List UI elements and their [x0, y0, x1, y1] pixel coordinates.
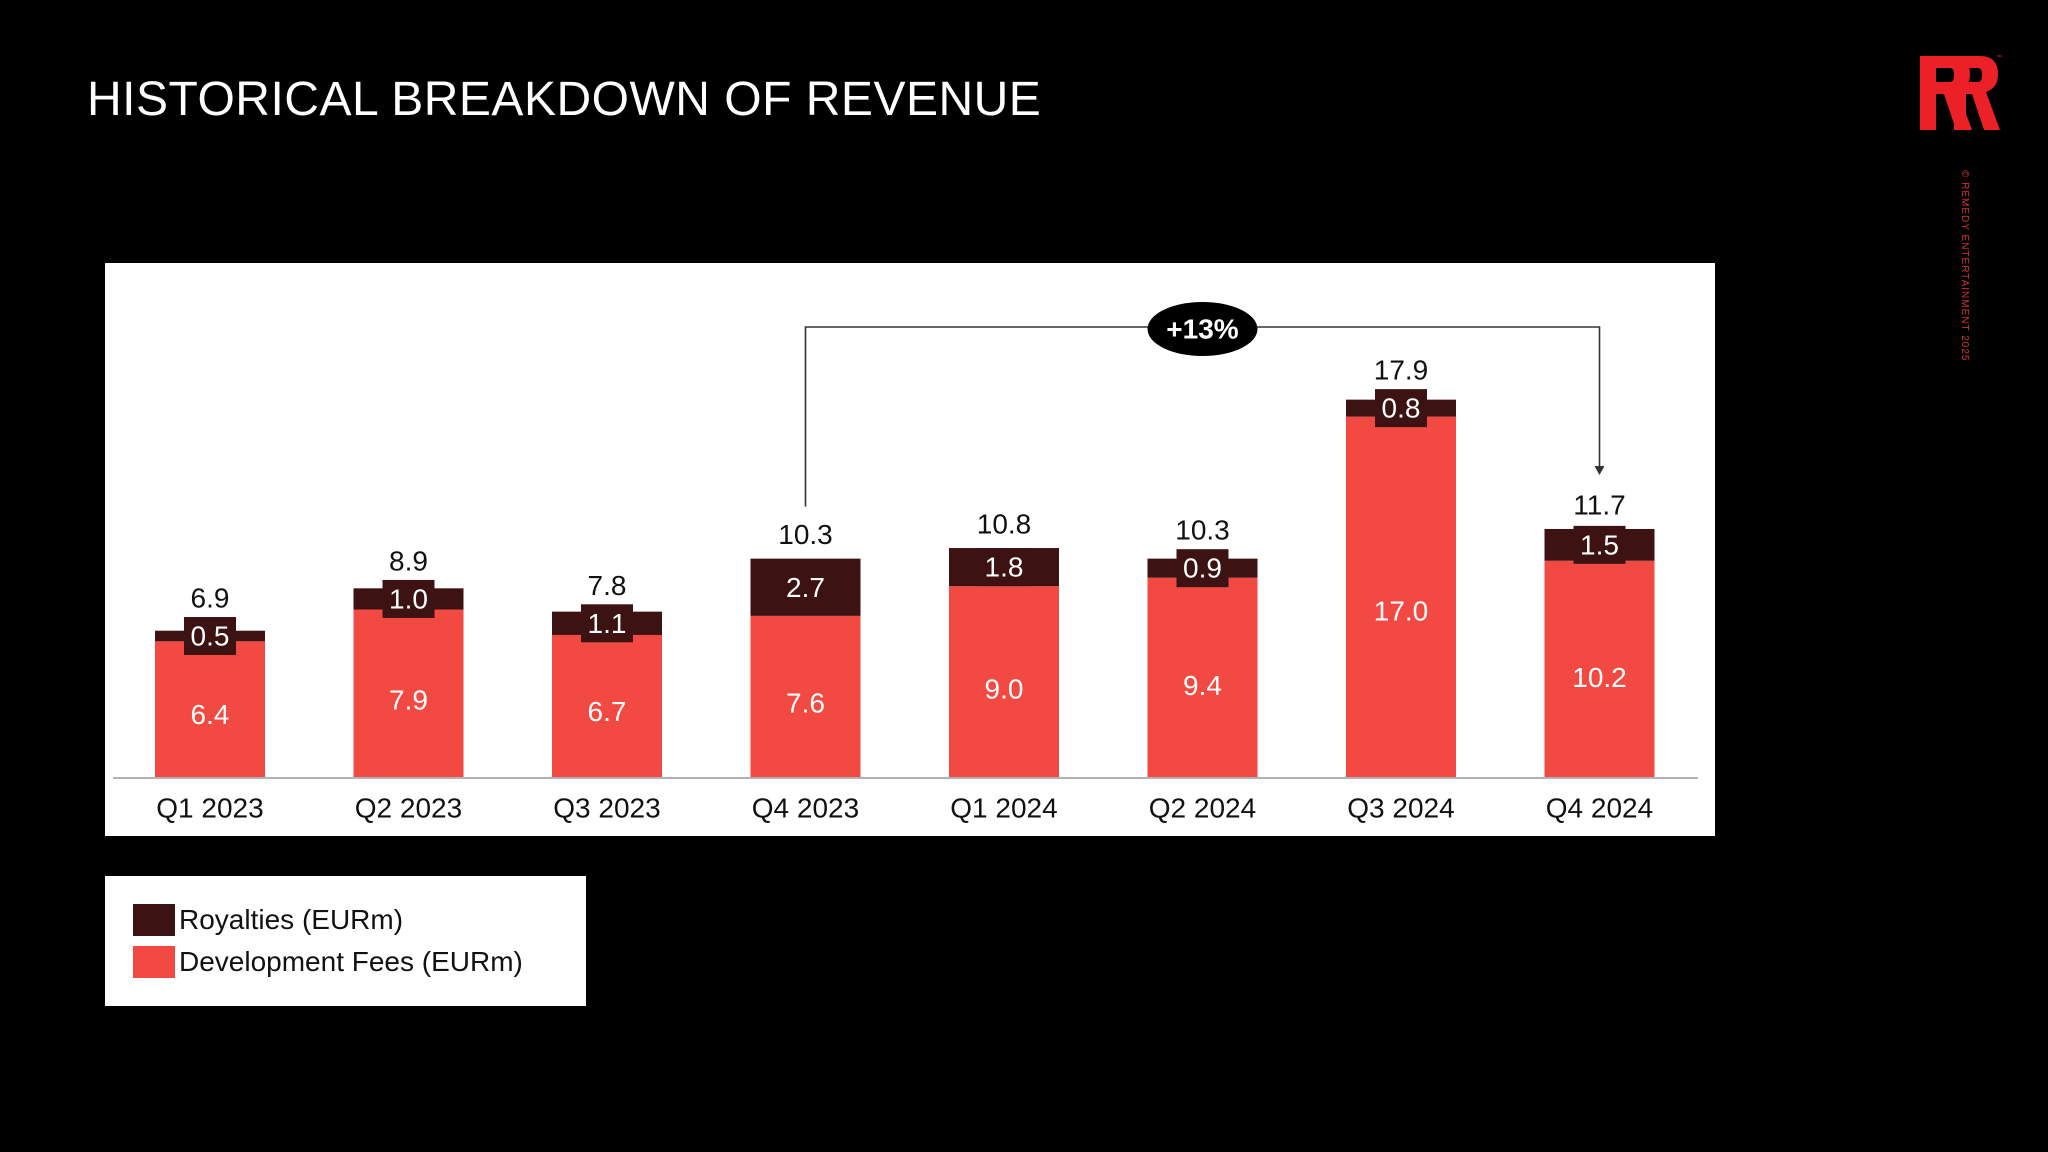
legend-label-royalties: Royalties (EURm): [179, 904, 404, 935]
royalties-label-tab: [1573, 525, 1626, 564]
royalties-label-tab: [581, 604, 633, 643]
data-label-total: 10.8: [977, 509, 1032, 540]
data-label-total: 10.3: [1175, 515, 1230, 546]
x-tick-label: Q4 2024: [1546, 793, 1653, 824]
legend-swatch-royalties: [133, 904, 175, 936]
data-label-development-fees: 6.4: [191, 699, 230, 730]
legend-label-development-fees: Development Fees (EURm): [179, 946, 523, 977]
copyright-text: © REMEDY ENTERTAINMENT 2025: [1959, 170, 1970, 362]
data-label-development-fees: 17.0: [1374, 596, 1429, 627]
bar-royalties: [750, 558, 861, 616]
royalties-label-tab: [1375, 389, 1427, 428]
chart-panel: 6.4 0.5 6.9 Q1 2023 7.9 1.0 8.9 Q2 2023 6.7 1.1 7.…: [105, 263, 1715, 836]
x-tick-label: Q4 2023: [752, 793, 859, 824]
x-tick-label: Q1 2023: [156, 793, 263, 824]
x-tick-label: Q3 2024: [1347, 793, 1454, 824]
data-label-total: 7.8: [588, 570, 627, 601]
data-label-royalties: 1.8: [985, 552, 1024, 583]
data-label-total: 8.9: [389, 545, 428, 576]
x-tick-label: Q1 2024: [950, 793, 1057, 824]
bar-development-fees: [750, 615, 861, 777]
data-label-development-fees: 9.0: [985, 674, 1024, 705]
page-title: HISTORICAL BREAKDOWN OF REVENUE: [87, 73, 1042, 126]
data-label-royalties: 0.8: [1382, 393, 1421, 424]
data-label-royalties: 2.7: [786, 572, 825, 603]
annotation-arrowhead: [1594, 465, 1605, 475]
data-label-royalties: 1.5: [1580, 529, 1619, 560]
royalties-label-tab: [382, 579, 435, 618]
data-label-total: 10.3: [778, 519, 833, 550]
annotation-pill: [1147, 302, 1258, 356]
bar-development-fees: [155, 641, 265, 777]
data-label-development-fees: 7.9: [389, 684, 428, 715]
bar-development-fees: [552, 634, 662, 777]
bar-development-fees: [1544, 560, 1655, 777]
chart-legend: Royalties (EURm) Development Fees (EURm): [105, 876, 586, 1006]
data-label-development-fees: 10.2: [1572, 662, 1627, 693]
x-tick-label: Q2 2024: [1149, 793, 1256, 824]
royalties-label-tab: [1176, 549, 1229, 588]
bar-development-fees: [353, 609, 464, 777]
x-tick-label: Q2 2023: [355, 793, 462, 824]
data-label-total: 11.7: [1573, 489, 1625, 520]
x-tick-label: Q3 2023: [553, 793, 660, 824]
legend-item-development-fees: Development Fees (EURm): [133, 946, 523, 978]
data-label-royalties: 1.0: [389, 583, 428, 614]
bar-development-fees: [1346, 416, 1456, 777]
bar-development-fees: [949, 586, 1059, 777]
data-label-development-fees: 9.4: [1183, 670, 1222, 701]
legend-swatch-development-fees: [133, 946, 175, 978]
data-label-total: 6.9: [191, 583, 230, 614]
legend-item-royalties: Royalties (EURm): [133, 904, 403, 936]
svg-text:™: ™: [1996, 54, 2002, 61]
royalties-label-tab: [978, 548, 1030, 587]
annotation-label: +13%: [1166, 314, 1238, 345]
royalties-label-tab: [184, 617, 236, 656]
data-label-royalties: 0.5: [191, 621, 230, 652]
data-label-total: 17.9: [1374, 355, 1429, 386]
data-label-development-fees: 7.6: [786, 687, 825, 718]
data-label-royalties: 1.1: [588, 608, 627, 639]
stacked-bar-chart: 6.4 0.5 6.9 Q1 2023 7.9 1.0 8.9 Q2 2023 6.7 1.1 7.…: [113, 302, 1698, 824]
bar-development-fees: [1147, 577, 1258, 777]
data-label-royalties: 0.9: [1183, 553, 1222, 584]
data-label-development-fees: 6.7: [588, 696, 627, 727]
remedy-logo-icon: ™: [1920, 54, 2002, 130]
